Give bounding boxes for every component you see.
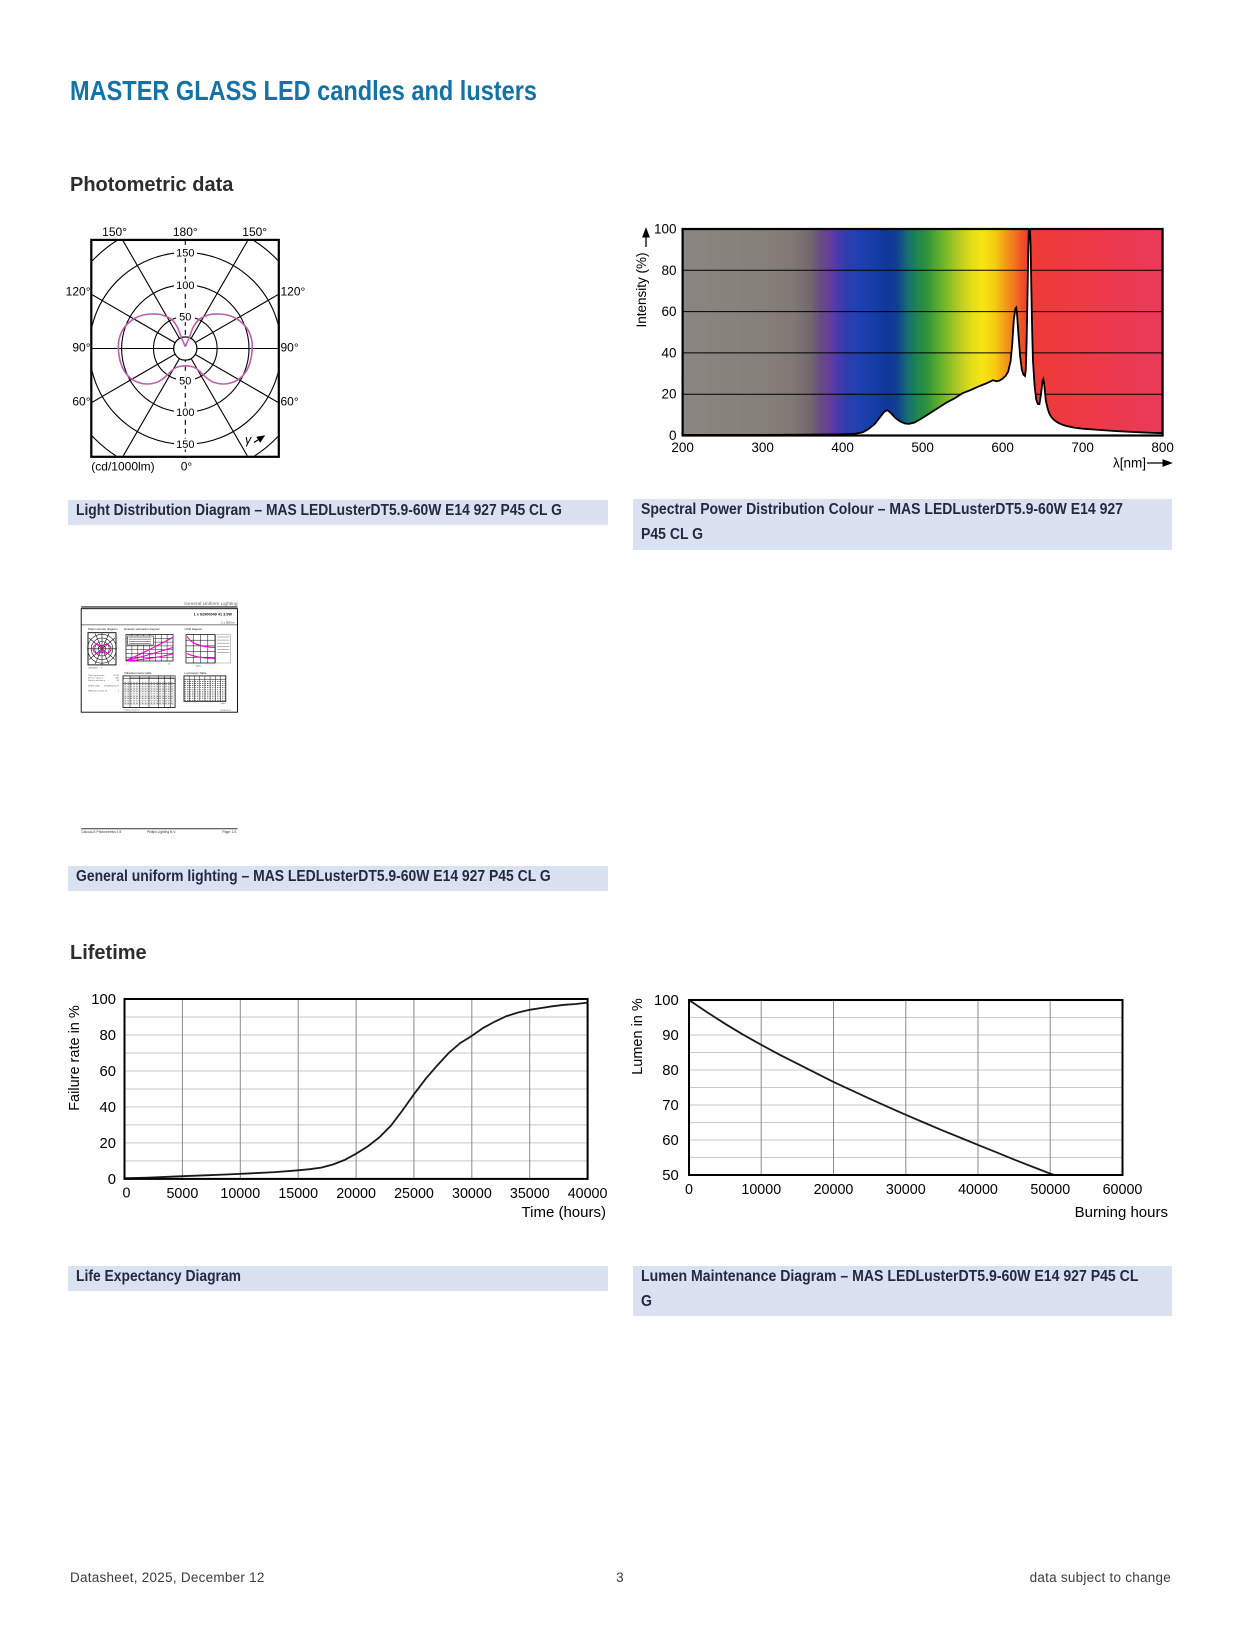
- svg-text:50000: 50000: [1030, 1182, 1070, 1198]
- svg-text:80: 80: [662, 1063, 678, 1079]
- svg-text:60: 60: [100, 1064, 116, 1080]
- svg-text:90: 90: [117, 680, 120, 682]
- svg-text:0: 0: [101, 667, 103, 669]
- svg-text:80: 80: [661, 263, 676, 278]
- svg-text:60: 60: [662, 1133, 678, 1149]
- svg-text:Philips Lighting B.V.: Philips Lighting B.V.: [147, 830, 176, 834]
- svg-text:Service efficiency: Service efficiency: [88, 679, 106, 682]
- svg-text:60000: 60000: [1103, 1182, 1143, 1198]
- svg-text:Time (hours): Time (hours): [522, 1204, 606, 1221]
- svg-text:600: 600: [991, 440, 1014, 455]
- svg-text:30000: 30000: [452, 1186, 492, 1202]
- svg-text:0: 0: [126, 664, 128, 666]
- svg-text:25000: 25000: [394, 1186, 434, 1202]
- svg-text:50: 50: [179, 312, 191, 324]
- svg-text:100: 100: [176, 407, 194, 419]
- svg-text:10000: 10000: [741, 1182, 781, 1198]
- svg-text:150°: 150°: [102, 225, 127, 239]
- svg-text:80: 80: [100, 1028, 116, 1044]
- svg-text:50: 50: [662, 1168, 678, 1184]
- svg-text:180°: 180°: [173, 225, 198, 239]
- svg-text:0: 0: [685, 1182, 693, 1198]
- svg-text:40000: 40000: [568, 1186, 608, 1202]
- svg-text:400: 400: [831, 440, 854, 455]
- svg-text:1 x 92900049 41 3.9W: 1 x 92900049 41 3.9W: [194, 613, 233, 617]
- svg-text:700: 700: [1071, 440, 1094, 455]
- svg-text:15000: 15000: [278, 1186, 318, 1202]
- svg-text:λ[nm]: λ[nm]: [1113, 456, 1146, 471]
- svg-text:40: 40: [661, 345, 676, 360]
- svg-text:0: 0: [108, 1172, 116, 1188]
- svg-text:5000: 5000: [166, 1186, 198, 1202]
- svg-text:Service lumens: Service lumens: [88, 677, 104, 680]
- svg-text:General Uniform Lighting: General Uniform Lighting: [184, 601, 238, 607]
- svg-text:30000: 30000: [886, 1182, 926, 1198]
- svg-text:UGR diagram: UGR diagram: [185, 627, 203, 631]
- svg-text:Lumen in %: Lumen in %: [630, 998, 646, 1075]
- svg-text:150: 150: [176, 248, 194, 260]
- svg-text:h(m): h(m): [196, 665, 201, 667]
- svg-text:300: 300: [751, 440, 774, 455]
- svg-text:Ceiling mounted: Ceiling mounted: [124, 708, 141, 711]
- svg-text:800: 800: [1151, 440, 1174, 455]
- svg-text:Quantity estimation diagram: Quantity estimation diagram: [124, 627, 161, 631]
- svg-text:2: 2: [118, 691, 120, 693]
- svg-text:Page: 1/1: Page: 1/1: [222, 830, 236, 834]
- svg-text:70: 70: [662, 1098, 678, 1114]
- svg-text:20: 20: [100, 1136, 116, 1152]
- svg-text:90°: 90°: [72, 341, 90, 355]
- svg-text:Luminance Table: Luminance Table: [185, 671, 207, 675]
- svg-text:120°: 120°: [66, 285, 91, 299]
- svg-text:SHRnom 0.25x0.25: SHRnom 0.25x0.25: [88, 691, 108, 693]
- svg-text:60: 60: [661, 304, 676, 319]
- svg-text:60°: 60°: [72, 395, 90, 409]
- svg-text:0°: 0°: [181, 460, 193, 474]
- svg-text:20000: 20000: [336, 1186, 376, 1202]
- svg-text:60°: 60°: [281, 395, 299, 409]
- svg-text:100: 100: [91, 992, 116, 1008]
- svg-text:50: 50: [179, 375, 191, 387]
- svg-text:10/W/E14/CL/G: 10/W/E14/CL/G: [104, 685, 120, 687]
- svg-text:cd/m²: cd/m²: [221, 702, 226, 705]
- svg-text:35000: 35000: [510, 1186, 550, 1202]
- svg-text:20000: 20000: [814, 1182, 854, 1198]
- svg-text:150: 150: [176, 439, 194, 451]
- svg-text:100: 100: [176, 280, 194, 292]
- svg-text:100: 100: [654, 993, 679, 1009]
- svg-text:10000: 10000: [220, 1186, 260, 1202]
- svg-text:120°: 120°: [281, 285, 306, 299]
- svg-text:2016-10-11: 2016-10-11: [220, 710, 232, 712]
- svg-text:(cd/1000lm): (cd/1000lm): [91, 460, 154, 474]
- svg-text:1 x 350 lm: 1 x 350 lm: [221, 621, 235, 625]
- svg-text:90°: 90°: [281, 341, 299, 355]
- svg-text:0: 0: [123, 1186, 131, 1202]
- svg-text:90: 90: [662, 1028, 678, 1044]
- svg-text:40: 40: [100, 1100, 116, 1116]
- svg-text:20: 20: [661, 387, 676, 402]
- svg-text:0: 0: [669, 428, 677, 443]
- svg-text:Utilisation factor table: Utilisation factor table: [124, 671, 152, 675]
- svg-text:40000: 40000: [958, 1182, 998, 1198]
- svg-text:150°: 150°: [242, 225, 267, 239]
- svg-text:Polar intensity diagram: Polar intensity diagram: [88, 627, 118, 631]
- svg-text:cd/1000lm: cd/1000lm: [88, 667, 98, 669]
- svg-text:200: 200: [671, 440, 694, 455]
- svg-text:Total input power: Total input power: [88, 674, 105, 677]
- svg-text:100: 100: [654, 222, 677, 237]
- svg-text:500: 500: [911, 440, 934, 455]
- svg-text:γ: γ: [245, 433, 252, 447]
- svg-text:m²: m²: [168, 663, 171, 666]
- svg-text:3.9 W: 3.9 W: [113, 675, 120, 677]
- svg-text:CalcuLuX Photometrics 4.5: CalcuLuX Photometrics 4.5: [81, 830, 121, 834]
- svg-text:92900 LUM: 92900 LUM: [88, 685, 99, 687]
- svg-text:Intensity (%): Intensity (%): [634, 252, 649, 327]
- svg-text:Burning hours: Burning hours: [1075, 1204, 1168, 1221]
- svg-text:Failure rate in %: Failure rate in %: [67, 1005, 83, 1111]
- svg-text:350: 350: [115, 678, 119, 680]
